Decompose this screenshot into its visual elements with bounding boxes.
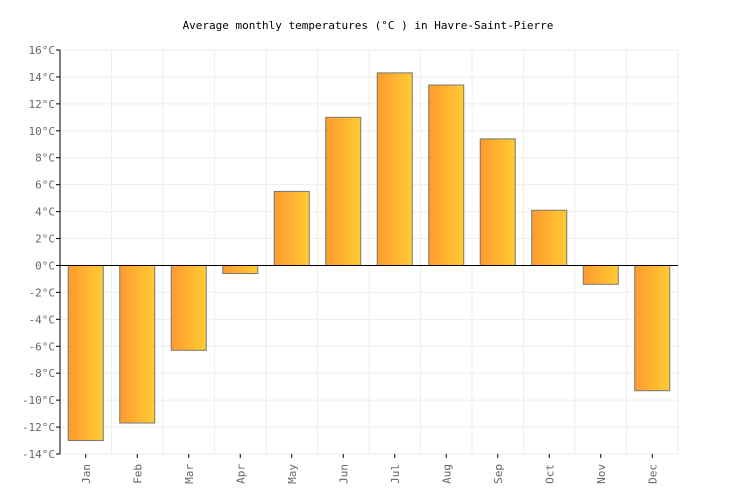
y-tick-labels: -14°C -12°C -10°C -8°C -6°C -4°C -2°C 0°C 2°C 4°C… — [22, 44, 55, 461]
y-tick-label: 12°C — [29, 98, 56, 111]
bar-oct — [531, 209, 568, 266]
x-tick-label: Nov — [595, 464, 608, 484]
bar-apr — [222, 264, 259, 275]
y-tick-label: -6°C — [29, 340, 56, 353]
y-tick-label: -12°C — [22, 421, 55, 434]
bars — [67, 72, 671, 442]
bar-jun — [325, 116, 362, 266]
y-tick-label: 10°C — [29, 125, 56, 138]
chart-title: Average monthly temperatures (°C ) in Ha… — [183, 19, 554, 32]
x-tick-label: Jun — [337, 464, 350, 484]
x-tick-label: May — [286, 464, 299, 484]
x-tick-label: Aug — [440, 464, 453, 484]
x-tick-label: Sep — [492, 464, 505, 484]
x-tick-label: Dec — [646, 464, 659, 484]
y-tick-label: 8°C — [35, 152, 55, 165]
y-tick-label: -2°C — [29, 286, 56, 299]
y-tick-label: -10°C — [22, 394, 55, 407]
y-tick-label: -14°C — [22, 448, 55, 461]
bar-nov — [582, 264, 619, 285]
bar-sep — [479, 138, 516, 266]
y-tick-label: 0°C — [35, 259, 55, 272]
y-tick-label: 16°C — [29, 44, 56, 57]
bar-jul — [376, 72, 413, 266]
grid — [59, 49, 679, 455]
bar-dec — [634, 264, 671, 392]
x-tick-label: Jul — [389, 464, 402, 484]
bar-feb — [119, 264, 156, 424]
x-tick-label: Jan — [80, 464, 93, 484]
x-tick-label: Apr — [234, 464, 247, 484]
bar-jan — [67, 264, 104, 442]
x-tick-label: Mar — [183, 464, 196, 484]
y-tick-label: 4°C — [35, 206, 55, 219]
y-tick-label: 2°C — [35, 233, 55, 246]
y-tick-label: 14°C — [29, 71, 56, 84]
y-tick-label: -8°C — [29, 367, 56, 380]
y-tick-label: 6°C — [35, 179, 55, 192]
y-tick-label: -4°C — [29, 313, 56, 326]
axes — [56, 49, 678, 458]
x-tick-label: Oct — [543, 464, 556, 484]
x-tick-labels: Jan Feb Mar Apr May Jun Jul Aug Sep Oct Nov Dec — [80, 464, 660, 484]
bar-may — [273, 190, 310, 266]
x-tick-label: Feb — [131, 464, 144, 484]
bar-aug — [428, 84, 465, 266]
bar-mar — [170, 264, 207, 351]
